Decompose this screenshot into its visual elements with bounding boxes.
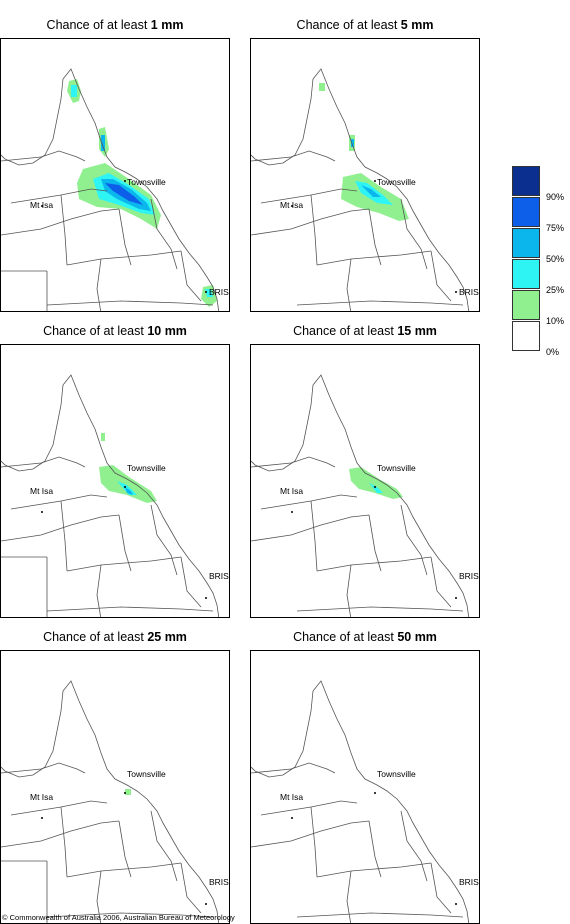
mt-isa-label: Mt Isa: [30, 200, 54, 210]
townsville-label: Townsville: [377, 769, 416, 779]
legend-swatch-90: [512, 166, 540, 196]
rain-probability-shading: [125, 789, 131, 795]
mt-isa-label: Mt Isa: [280, 486, 304, 496]
townsville-label: Townsville: [127, 177, 166, 187]
panel-title: Chance of at least 5 mm: [296, 18, 434, 32]
legend-swatch-75: [512, 197, 540, 227]
panel-title: Chance of at least 10 mm: [43, 324, 187, 338]
panel-title: Chance of at least 15 mm: [293, 324, 437, 338]
rain-probability-shading: [319, 83, 409, 221]
coastline-and-borders: [251, 68, 470, 311]
legend-label-90: 90%: [546, 192, 565, 202]
brisbane-label: BRIS: [459, 287, 479, 297]
legend-label-0: 0%: [546, 347, 560, 357]
coastline-and-borders: [251, 680, 470, 923]
brisbane-label: BRIS: [209, 571, 229, 581]
townsville-label: Townsville: [377, 463, 416, 473]
coastline-and-borders: [1, 680, 220, 923]
coastline-and-borders: [251, 374, 470, 617]
queensland-map: Townsville Mt Isa BRIS: [0, 650, 230, 924]
rain-probability-shading: [99, 433, 157, 503]
brisbane-label: BRIS: [459, 571, 479, 581]
townsville-label: Townsville: [377, 177, 416, 187]
queensland-map: Townsville Mt Isa BRIS: [250, 38, 480, 312]
coastline-and-borders: [1, 68, 220, 311]
legend-swatch-25: [512, 259, 540, 289]
queensland-map: Townsville Mt Isa BRIS: [0, 38, 230, 312]
legend-swatch-50: [512, 228, 540, 258]
panel-title: Chance of at least 1 mm: [46, 18, 184, 32]
legend-label-75: 75%: [546, 223, 565, 233]
mt-isa-label: Mt Isa: [30, 486, 54, 496]
legend-label-25: 25%: [546, 285, 565, 295]
panel-title: Chance of at least 25 mm: [43, 630, 187, 644]
townsville-label: Townsville: [127, 463, 166, 473]
legend-label-50: 50%: [546, 254, 565, 264]
mt-isa-label: Mt Isa: [280, 792, 304, 802]
townsville-label: Townsville: [127, 769, 166, 779]
legend-label-10: 10%: [546, 316, 565, 326]
rain-probability-shading: [67, 79, 217, 307]
queensland-map: Townsville Mt Isa BRIS: [250, 650, 480, 924]
legend-swatch-10: [512, 290, 540, 320]
copyright-notice: © Commonwealth of Australia 2006, Austra…: [2, 913, 235, 922]
mt-isa-label: Mt Isa: [280, 200, 304, 210]
queensland-map: Townsville Mt Isa BRIS: [0, 344, 230, 618]
legend-swatch-0: [512, 321, 540, 351]
panel-title: Chance of at least 50 mm: [293, 630, 437, 644]
rain-probability-shading: [349, 467, 403, 499]
mt-isa-label: Mt Isa: [30, 792, 54, 802]
queensland-map: Townsville Mt Isa BRIS: [250, 344, 480, 618]
coastline-and-borders: [1, 374, 220, 617]
brisbane-label: BRIS: [209, 287, 229, 297]
brisbane-label: BRIS: [459, 877, 479, 887]
brisbane-label: BRIS: [209, 877, 229, 887]
